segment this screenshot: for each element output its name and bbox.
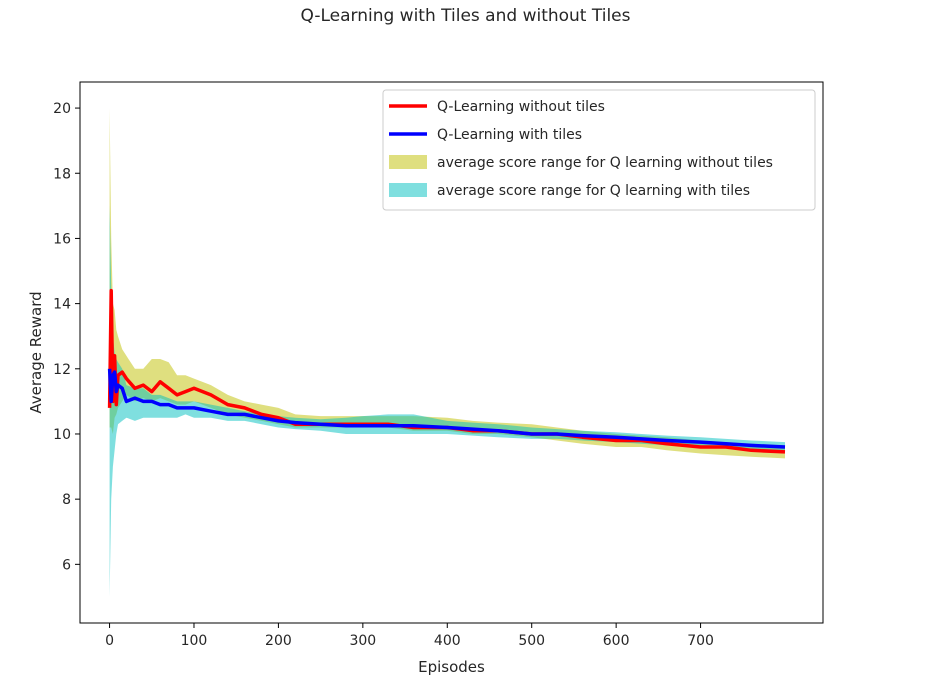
legend-swatch bbox=[389, 183, 427, 197]
x-axis: 0 100 200 300 400 500 600 700 bbox=[105, 623, 714, 649]
legend-box bbox=[382, 89, 816, 211]
legend-swatch bbox=[389, 155, 427, 169]
y-tick-label: 12 bbox=[53, 362, 71, 378]
y-axis: 6 8 10 12 14 16 18 20 bbox=[53, 101, 80, 573]
y-tick-label: 8 bbox=[62, 492, 71, 508]
y-tick-label: 14 bbox=[53, 297, 71, 313]
x-tick-label: 600 bbox=[603, 633, 630, 649]
chart-title: Q-Learning with Tiles and without Tiles bbox=[300, 6, 631, 26]
x-tick-label: 300 bbox=[349, 633, 376, 649]
legend-label: average score range for Q learning with … bbox=[437, 183, 750, 199]
x-tick-label: 0 bbox=[105, 633, 114, 649]
series-line-with-tiles bbox=[107, 368, 786, 449]
x-tick-label: 400 bbox=[434, 633, 461, 649]
y-tick-label: 18 bbox=[53, 166, 71, 182]
x-tick-label: 100 bbox=[181, 633, 208, 649]
plot-frame bbox=[79, 81, 824, 624]
y-tick-label: 10 bbox=[53, 427, 71, 443]
lines-layer bbox=[107, 288, 786, 454]
legend: Q-Learning without tiles Q-Learning with … bbox=[382, 89, 816, 211]
x-tick-label: 700 bbox=[687, 633, 714, 649]
y-tick-label: 20 bbox=[53, 101, 71, 117]
legend-label: Q-Learning without tiles bbox=[437, 99, 605, 115]
x-tick-label: 500 bbox=[518, 633, 545, 649]
y-tick-label: 16 bbox=[53, 231, 71, 247]
legend-label: average score range for Q learning witho… bbox=[437, 155, 773, 171]
series-line-without-tiles bbox=[107, 288, 786, 454]
legend-label: Q-Learning with tiles bbox=[437, 127, 582, 143]
x-axis-label: Episodes bbox=[418, 658, 485, 676]
y-axis-label: Average Reward bbox=[27, 291, 45, 413]
y-tick-label: 6 bbox=[62, 557, 71, 573]
x-tick-label: 200 bbox=[265, 633, 292, 649]
